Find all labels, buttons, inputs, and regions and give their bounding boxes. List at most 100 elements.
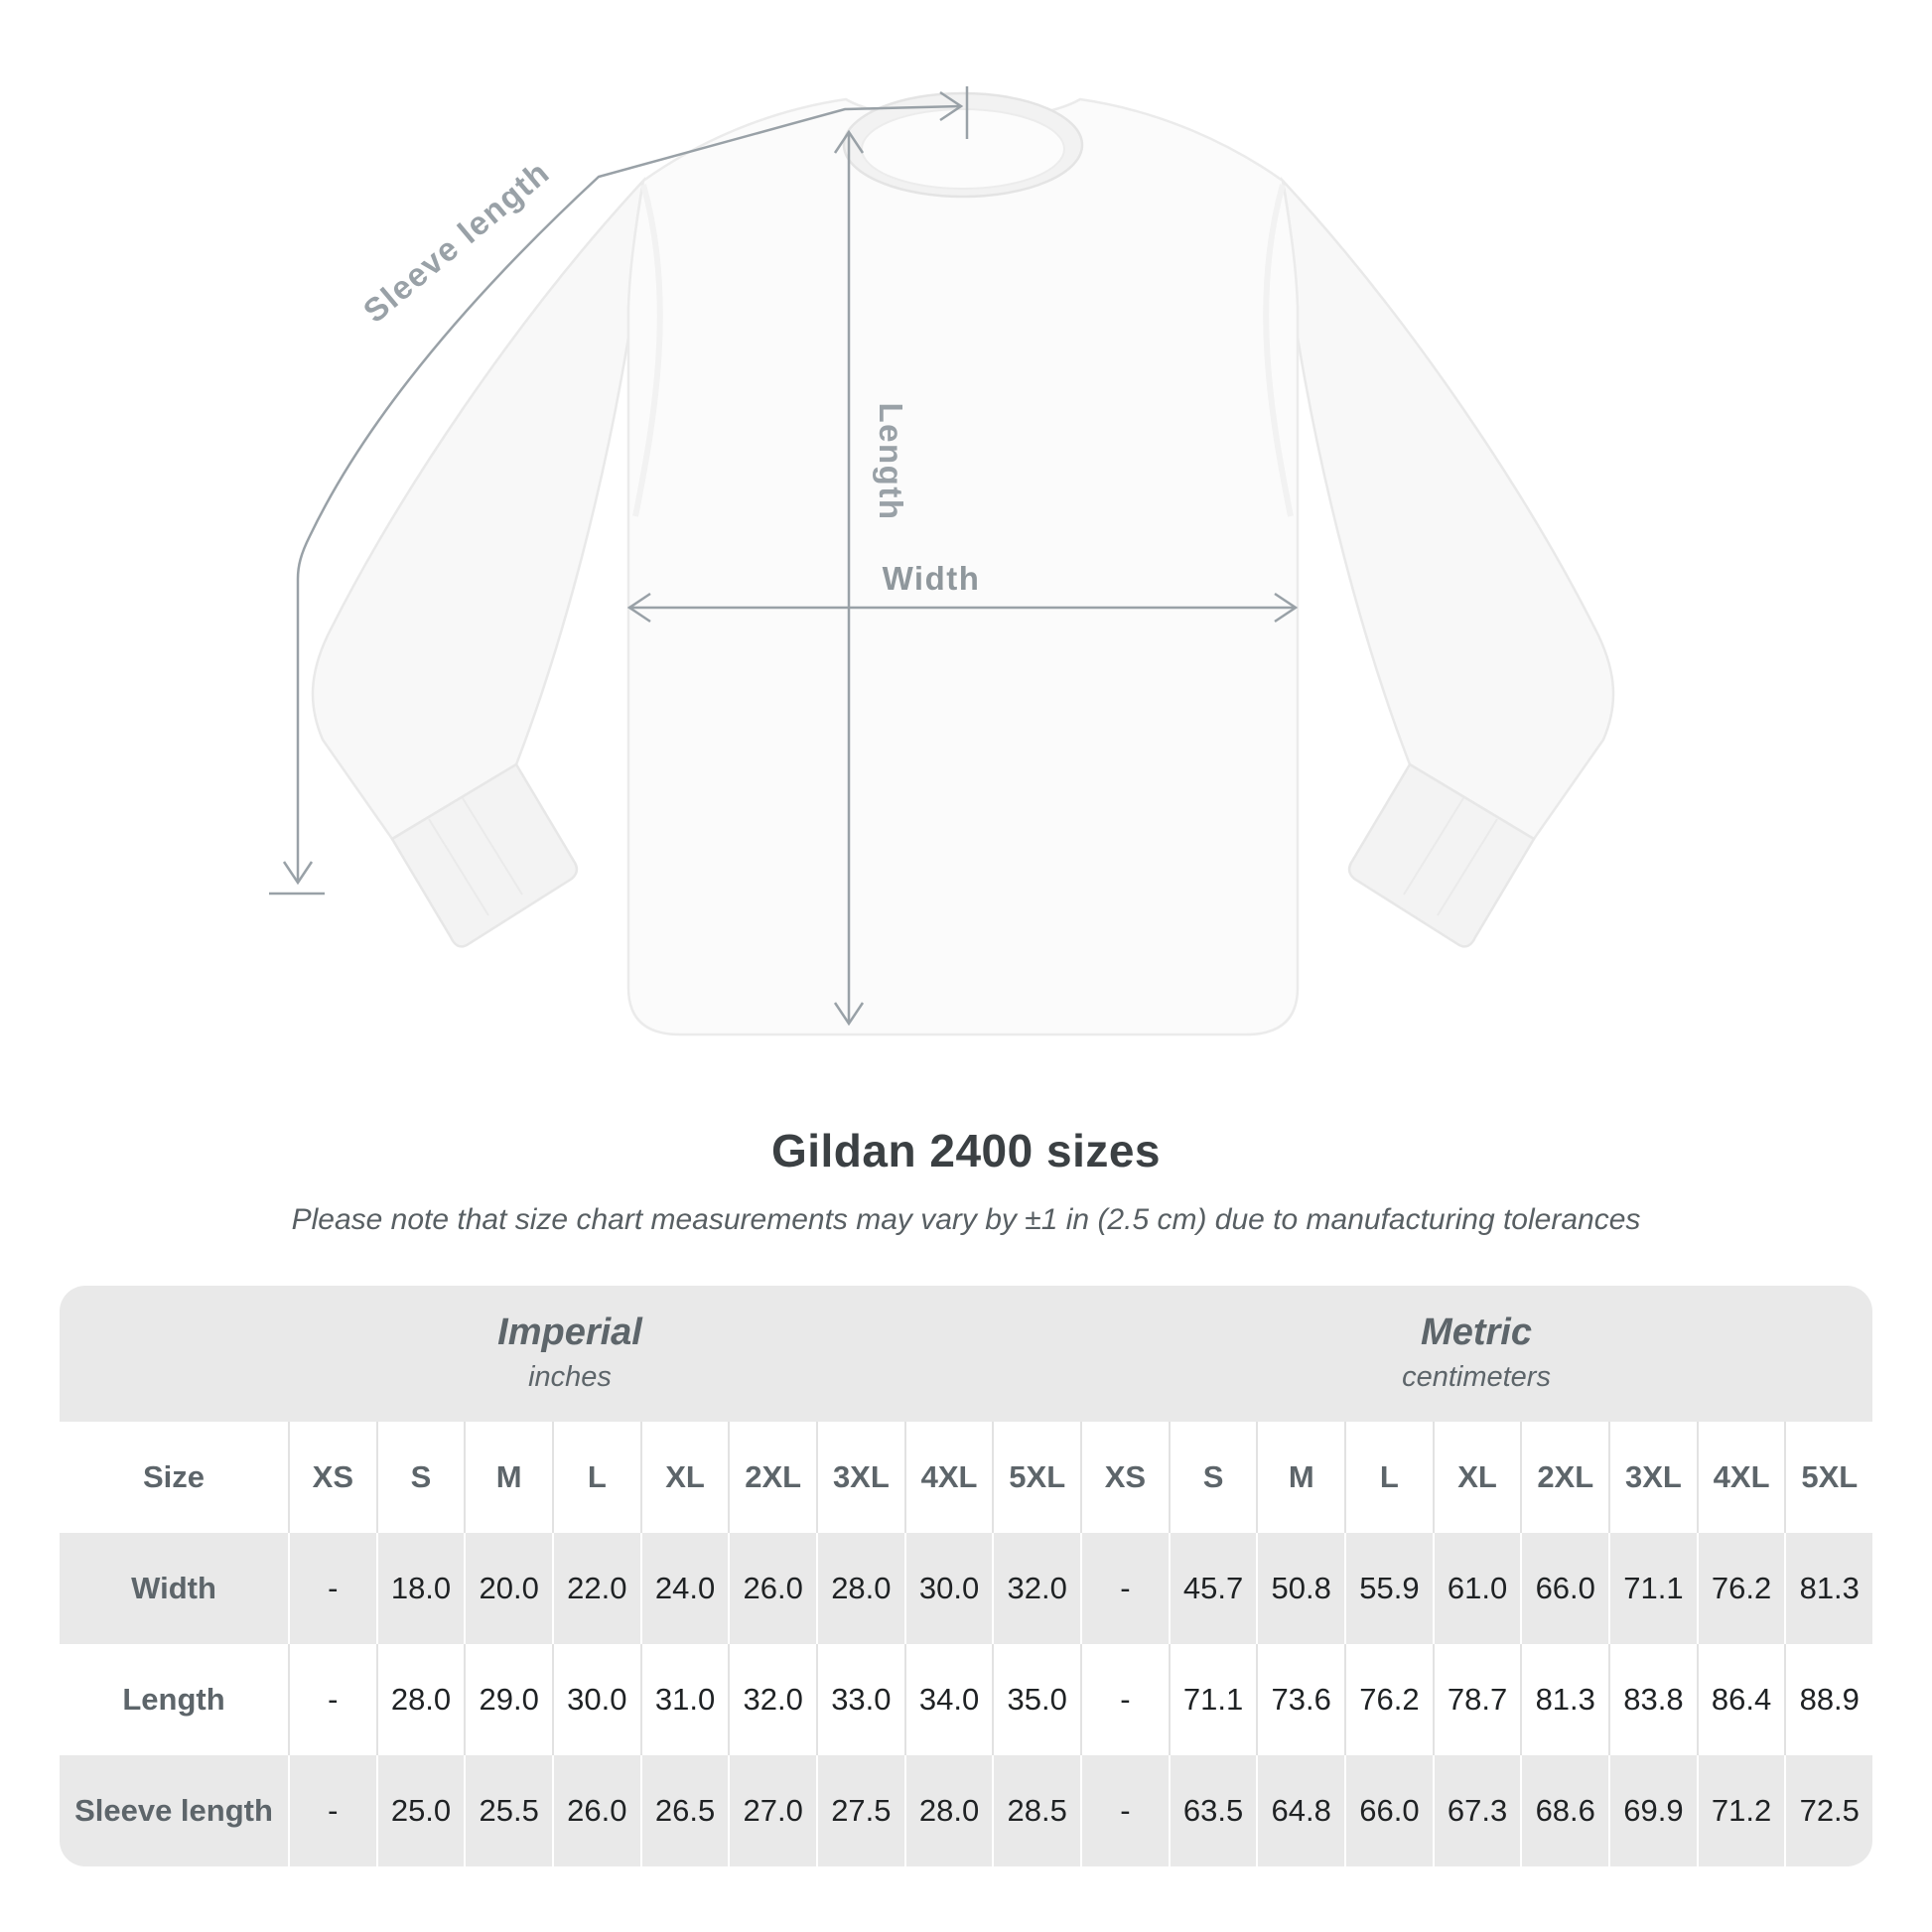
value-cell: 31.0 — [639, 1644, 729, 1755]
size-col-header: M — [1256, 1422, 1344, 1533]
value-cell: 32.0 — [728, 1644, 816, 1755]
arrowhead-up-icon — [833, 129, 865, 154]
value-cell: - — [288, 1755, 376, 1866]
group-name: Metric — [1421, 1311, 1532, 1353]
value-cell: - — [288, 1644, 376, 1755]
table-row-width: Width - 18.0 20.0 22.0 24.0 26.0 28.0 30… — [60, 1533, 1872, 1644]
value-cell: 24.0 — [639, 1533, 729, 1644]
value-cell: 71.1 — [1608, 1533, 1697, 1644]
value-cell: - — [288, 1533, 376, 1644]
arrowhead-down-icon — [833, 1002, 865, 1027]
right-sleeve — [1281, 177, 1615, 948]
row-label: Width — [131, 1571, 216, 1605]
measurement-annotations — [269, 86, 1299, 1027]
group-unit: centimeters — [1402, 1360, 1551, 1393]
size-col-header: 4XL — [1696, 1422, 1785, 1533]
left-cuff — [390, 762, 579, 948]
tolerance-note: Please note that size chart measurements… — [291, 1203, 1641, 1236]
value-cell: 72.5 — [1784, 1755, 1872, 1866]
group-unit: inches — [528, 1360, 612, 1393]
value-cell: 34.0 — [903, 1644, 993, 1755]
size-col-header: XS — [1080, 1422, 1169, 1533]
metric-group-header: Metric centimeters — [1080, 1286, 1872, 1422]
value-cell: 25.0 — [375, 1755, 465, 1866]
size-col-header: S — [1168, 1422, 1257, 1533]
size-col-header: 5XL — [1784, 1422, 1872, 1533]
right-cuff — [1347, 762, 1536, 948]
value-cell: 28.5 — [992, 1755, 1080, 1866]
value-cell: 83.8 — [1608, 1644, 1697, 1755]
size-col-header: 3XL — [816, 1422, 904, 1533]
value-cell: 64.8 — [1256, 1755, 1344, 1866]
value-cell: 81.3 — [1784, 1533, 1872, 1644]
value-cell: 18.0 — [375, 1533, 465, 1644]
size-header-row: Size XS S M L XL 2XL 3XL 4XL 5XL XS S M … — [60, 1422, 1872, 1533]
value-cell: 50.8 — [1256, 1533, 1344, 1644]
value-cell: 26.5 — [639, 1755, 729, 1866]
shirt-diagram: Sleeve length Length Width — [269, 86, 1615, 1036]
size-col-header: 2XL — [728, 1422, 816, 1533]
value-cell: 66.0 — [1520, 1533, 1608, 1644]
sleeve-length-label: Sleeve length — [356, 153, 557, 330]
value-cell: 76.2 — [1344, 1644, 1433, 1755]
value-cell: 69.9 — [1608, 1755, 1697, 1866]
size-col-header: XL — [1432, 1422, 1521, 1533]
value-cell: 22.0 — [552, 1533, 640, 1644]
size-col-header: S — [375, 1422, 465, 1533]
shirt-body — [626, 97, 1300, 1036]
value-cell: 26.0 — [552, 1755, 640, 1866]
value-cell: 66.0 — [1344, 1755, 1433, 1866]
value-cell: 63.5 — [1168, 1755, 1257, 1866]
value-cell: 78.7 — [1432, 1644, 1521, 1755]
value-cell: 27.0 — [728, 1755, 816, 1866]
value-cell: 35.0 — [992, 1644, 1080, 1755]
value-cell: 45.7 — [1168, 1533, 1257, 1644]
value-cell: 32.0 — [992, 1533, 1080, 1644]
value-cell: - — [1080, 1644, 1169, 1755]
arrowhead-right-icon — [939, 90, 964, 122]
size-col-header: XL — [639, 1422, 729, 1533]
value-cell: 33.0 — [816, 1644, 904, 1755]
size-col-header: L — [1344, 1422, 1433, 1533]
value-cell: 67.3 — [1432, 1755, 1521, 1866]
size-col-header: 3XL — [1608, 1422, 1697, 1533]
value-cell: 81.3 — [1520, 1644, 1608, 1755]
value-cell: 86.4 — [1696, 1644, 1785, 1755]
size-col-header: 2XL — [1520, 1422, 1608, 1533]
page-title: Gildan 2400 sizes — [770, 1125, 1162, 1176]
row-label: Sleeve length — [74, 1793, 273, 1828]
value-cell: 25.5 — [464, 1755, 552, 1866]
size-col-header: 5XL — [992, 1422, 1080, 1533]
length-label: Length — [873, 403, 909, 521]
value-cell: 76.2 — [1696, 1533, 1785, 1644]
width-arrow — [626, 592, 1299, 623]
collar — [842, 91, 1084, 199]
table-row-sleeve-length: Sleeve length - 25.0 25.5 26.0 26.5 27.0… — [60, 1755, 1872, 1866]
value-cell: 71.1 — [1168, 1644, 1257, 1755]
left-sleeve — [311, 177, 645, 948]
imperial-group-header: Imperial inches — [60, 1286, 1080, 1422]
value-cell: 29.0 — [464, 1644, 552, 1755]
arrowhead-left-icon — [626, 592, 651, 623]
value-cell: 30.0 — [552, 1644, 640, 1755]
size-col-header: L — [552, 1422, 640, 1533]
size-col-header: M — [464, 1422, 552, 1533]
value-cell: 27.5 — [816, 1755, 904, 1866]
value-cell: - — [1080, 1533, 1169, 1644]
value-cell: 30.0 — [903, 1533, 993, 1644]
arrowhead-right-icon — [1274, 592, 1299, 623]
value-cell: 68.6 — [1520, 1755, 1608, 1866]
value-cell: 26.0 — [728, 1533, 816, 1644]
width-label: Width — [883, 560, 981, 597]
value-cell: 73.6 — [1256, 1644, 1344, 1755]
value-cell: - — [1080, 1755, 1169, 1866]
size-col-header: 4XL — [903, 1422, 993, 1533]
size-table: Imperial inches Metric centimeters Size … — [60, 1286, 1872, 1866]
size-col-header: XS — [288, 1422, 376, 1533]
size-header-label: Size — [142, 1459, 206, 1494]
value-cell: 28.0 — [375, 1644, 465, 1755]
value-cell: 71.2 — [1696, 1755, 1785, 1866]
value-cell: 55.9 — [1344, 1533, 1433, 1644]
value-cell: 28.0 — [903, 1755, 993, 1866]
